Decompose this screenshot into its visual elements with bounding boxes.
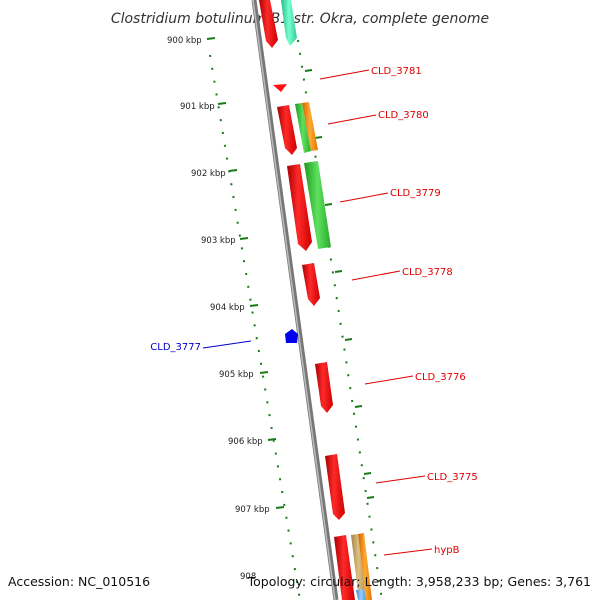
gene-feature [273, 84, 287, 92]
ruler-label: 904 kbp [210, 303, 245, 313]
gene-feature [277, 105, 297, 155]
gene-feature [259, 0, 278, 48]
ruler-tick [249, 304, 259, 307]
genome-backbone-highlight [252, 0, 336, 600]
outer-tick [354, 405, 363, 408]
leader-line [375, 475, 426, 484]
gene-label-hypb: hypB [434, 545, 460, 556]
accession-text: Accession: NC_010516 [8, 574, 150, 589]
outer-ticks [304, 69, 375, 499]
genome-title: Clostridium botulinum B1 str. Okra, comp… [111, 11, 489, 27]
outer-tick [334, 270, 343, 273]
gene-label-cld-3777: CLD_3777 [150, 342, 201, 353]
ruler-tick [275, 506, 285, 509]
gc-feature [302, 102, 318, 151]
ruler-dotted-line [209, 54, 301, 600]
gene-label-cld-3780: CLD_3780 [378, 110, 429, 121]
outer-tick [366, 496, 375, 499]
ruler-tick [259, 371, 269, 374]
ruler-ticks [206, 37, 285, 509]
gene-label-cld-3775: CLD_3775 [427, 472, 478, 483]
gc-feature [356, 589, 366, 600]
gene-feature [315, 362, 333, 413]
ruler-label: 903 kbp [201, 236, 236, 246]
outer-tick [363, 472, 372, 475]
leader-line [327, 114, 377, 125]
gene-label-cld-3781: CLD_3781 [371, 66, 422, 77]
leader-line [364, 375, 414, 385]
ruler-label: 908 [240, 572, 256, 582]
gene-feature [287, 164, 312, 251]
ruler-tick [206, 37, 216, 40]
outer-tick [314, 136, 323, 139]
ruler-label: 905 kbp [219, 370, 254, 380]
ruler-labels: 900 kbp 901 kbp 902 kbp 903 kbp 904 kbp … [167, 36, 270, 582]
ruler-label: 907 kbp [235, 505, 270, 515]
gc-feature [295, 103, 311, 153]
leader-line [202, 340, 252, 349]
leader-line [319, 69, 370, 80]
ruler-tick [239, 237, 249, 240]
gene-feature [302, 263, 320, 306]
outer-tick [344, 338, 353, 341]
ruler-label: 900 kbp [167, 36, 202, 46]
gc-feature [351, 534, 366, 600]
gene-feature [285, 329, 298, 343]
leader-line [383, 548, 433, 556]
gene-feature [334, 535, 355, 600]
gene-feature [325, 454, 345, 520]
ruler-tick [228, 169, 238, 172]
gene-label-cld-3776: CLD_3776 [415, 372, 466, 383]
ruler-tick [267, 438, 277, 441]
ruler-tick [217, 102, 227, 105]
label-leaders [202, 69, 433, 556]
ruler-label: 906 kbp [228, 437, 263, 447]
outer-tick [304, 69, 313, 72]
gc-feature [281, 0, 297, 46]
gene-label-cld-3779: CLD_3779 [390, 188, 441, 199]
ruler-label: 902 kbp [191, 169, 226, 179]
leader-line [339, 192, 389, 203]
genome-backbone [251, 0, 339, 600]
gc-feature [304, 161, 331, 249]
genome-summary-text: Topology: circular; Length: 3,958,233 bp… [247, 574, 591, 589]
ruler-label: 901 kbp [180, 102, 215, 112]
outer-tick [324, 203, 333, 206]
gc-feature [358, 533, 372, 600]
gene-label-cld-3778: CLD_3778 [402, 267, 453, 278]
gene-labels: CLD_3781 CLD_3780 CLD_3779 CLD_3778 CLD_… [150, 66, 477, 556]
leader-line [351, 270, 401, 281]
gene-features [259, 0, 372, 600]
